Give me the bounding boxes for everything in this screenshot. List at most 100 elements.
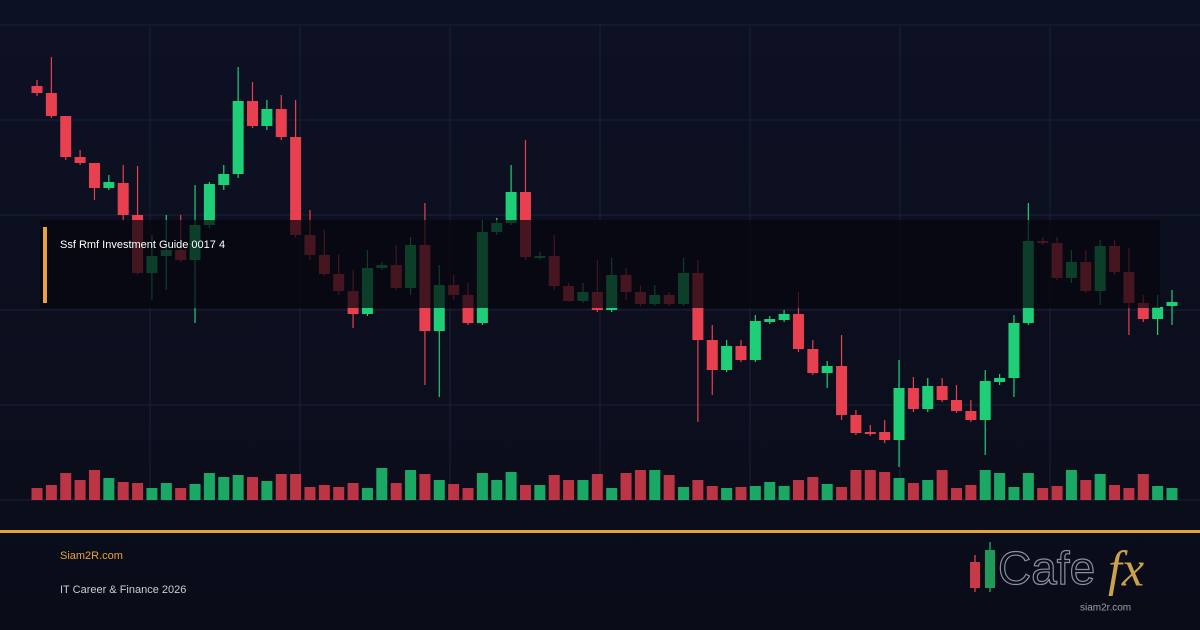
volume-bar: [376, 468, 388, 500]
candle-body: [778, 314, 790, 320]
volume-bar: [1051, 486, 1063, 500]
candle-body: [792, 314, 804, 349]
volume-bar: [160, 483, 172, 500]
volume-bar: [850, 470, 862, 500]
volume-bar: [663, 475, 675, 500]
volume-bar: [620, 473, 632, 500]
candle-body: [74, 157, 86, 163]
volume-bar: [318, 485, 330, 500]
volume-bar: [405, 470, 417, 500]
candle-body: [31, 86, 43, 93]
candle-body: [807, 349, 819, 373]
candle-body: [721, 346, 733, 370]
volume-bar: [1065, 470, 1077, 500]
volume-bar: [45, 485, 57, 500]
volume-bar: [103, 478, 115, 500]
candle-body: [1152, 307, 1164, 319]
volume-bar: [146, 488, 158, 500]
volume-bar: [1022, 473, 1034, 500]
candle-body: [261, 109, 273, 126]
volume-bar: [591, 474, 603, 500]
volume-bar: [433, 480, 445, 500]
candle-body: [117, 183, 129, 215]
volume-bar: [764, 482, 776, 500]
candle-body: [850, 415, 862, 433]
volume-bar: [232, 475, 244, 500]
candle-body: [88, 163, 100, 188]
candle-body: [706, 340, 718, 370]
volume-bar: [132, 483, 144, 500]
candle-body: [290, 137, 302, 235]
volume-bar: [678, 487, 690, 500]
volume-bar: [390, 483, 402, 500]
volume-bar: [1137, 474, 1149, 500]
volume-bar: [60, 473, 72, 500]
candle-body: [821, 366, 833, 373]
volume-bar: [1037, 488, 1049, 500]
candle-body: [965, 411, 977, 420]
volume-bar: [247, 477, 259, 500]
volume-bar: [821, 484, 833, 500]
volume-bar: [922, 480, 934, 500]
volume-bar: [634, 470, 646, 500]
candle-body: [879, 432, 891, 440]
volume-bar: [1109, 485, 1121, 500]
candle-body: [893, 388, 905, 440]
volume-bar: [505, 472, 517, 500]
candle-body: [979, 381, 991, 420]
volume-bar: [419, 474, 431, 500]
candle-body: [45, 93, 57, 116]
candle-body: [735, 346, 747, 360]
volume-bar: [879, 472, 891, 500]
logo-icon: [970, 542, 995, 592]
volume-bar: [189, 484, 201, 500]
candle-body: [749, 321, 761, 360]
candle-body: [505, 192, 517, 223]
volume-bar: [721, 488, 733, 500]
volume-bar: [950, 488, 962, 500]
candle-body: [1166, 302, 1178, 306]
volume-bar: [649, 470, 661, 500]
volume-bar: [203, 473, 215, 500]
volume-bar: [275, 474, 287, 500]
candle-body: [936, 386, 948, 400]
volume-bar: [1166, 488, 1178, 500]
candle-body: [275, 109, 287, 137]
volume-bar: [994, 473, 1006, 500]
volume-bar: [1094, 474, 1106, 500]
candle-body: [103, 182, 115, 188]
volume-bar: [606, 488, 618, 500]
divider: [0, 530, 1200, 533]
volume-bar: [361, 488, 373, 500]
volume-bar: [304, 487, 316, 500]
volume-bar: [218, 477, 230, 500]
candle-body: [247, 101, 259, 126]
volume-bar: [893, 478, 905, 500]
volume-bar: [907, 483, 919, 500]
volume-bar: [462, 488, 474, 500]
volume-bar: [864, 470, 876, 500]
volume-bar: [117, 482, 129, 500]
candle-body: [232, 101, 244, 174]
candle-body: [60, 116, 72, 157]
volume-bar: [534, 485, 546, 500]
volume-bar: [1080, 480, 1092, 500]
logo-url: siam2r.com: [1080, 603, 1131, 614]
logo-word: Cafe: [998, 542, 1095, 594]
footer-tagline: IT Career & Finance 2026: [60, 584, 186, 596]
overlay-box: [40, 220, 1160, 308]
candle-body: [864, 432, 876, 434]
volume-bar: [476, 473, 488, 500]
volume-bar: [333, 487, 345, 500]
footer-site: Siam2R.com: [60, 550, 123, 562]
volume-bar: [706, 486, 718, 500]
candle-body: [922, 386, 934, 409]
volume-bar: [836, 487, 848, 500]
volume-bar: [1008, 487, 1020, 500]
logo-accent: fx: [1108, 540, 1144, 596]
volume-bar: [792, 480, 804, 500]
candle-body: [1137, 303, 1149, 319]
candle-body: [994, 378, 1006, 382]
candle-body: [950, 400, 962, 411]
